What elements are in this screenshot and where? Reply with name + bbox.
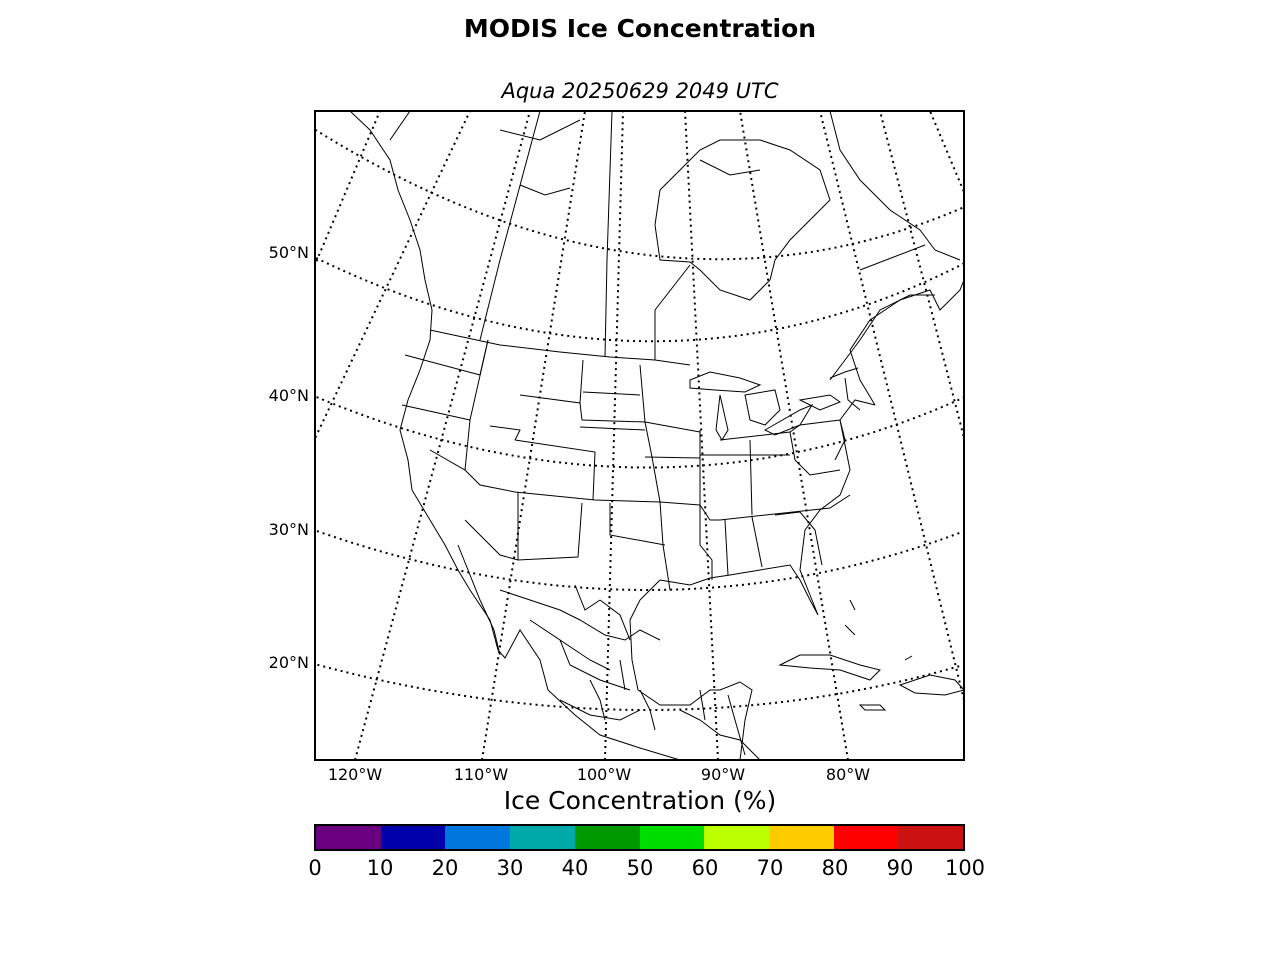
lon-label-90w: 90°W	[701, 765, 745, 784]
lon-label-100w: 100°W	[577, 765, 632, 784]
colorbar-segment	[833, 826, 899, 849]
caribbean-islands	[778, 599, 964, 711]
lat-label-50n: 50°N	[269, 243, 309, 262]
colorbar-tick-label: 30	[496, 856, 524, 880]
coastlines	[349, 111, 964, 760]
colorbar-tick-label: 60	[691, 856, 719, 880]
colorbar-segment	[768, 826, 834, 849]
colorbar-tick-label: 40	[561, 856, 589, 880]
mexico-central-america-borders	[499, 584, 761, 760]
lat-label-30n: 30°N	[269, 520, 309, 539]
lat-label-40n: 40°N	[269, 386, 309, 405]
latitude-gridlines	[315, 128, 964, 711]
map-subtitle: Aqua 20250629 2049 UTC	[501, 79, 779, 103]
map-frame	[314, 110, 965, 761]
colorbar-segment	[639, 826, 705, 849]
map-background	[315, 111, 964, 760]
colorbar-tick-label: 20	[431, 856, 459, 880]
lon-label-120w: 120°W	[328, 765, 383, 784]
colorbar-tick-label: 10	[366, 856, 394, 880]
colorbar-tick-label: 80	[821, 856, 849, 880]
colorbar-segment	[316, 826, 381, 849]
map-title: MODIS Ice Concentration	[463, 14, 817, 43]
colorbar-segment	[445, 826, 511, 849]
lon-label-80w: 80°W	[826, 765, 870, 784]
colorbar-segment	[574, 826, 640, 849]
lon-label-110w: 110°W	[454, 765, 509, 784]
colorbar-tick-label: 90	[886, 856, 914, 880]
colorbar-tick-label: 0	[308, 856, 322, 880]
political-borders	[389, 111, 926, 591]
colorbar-segment	[510, 826, 575, 849]
colorbar-segment	[704, 826, 769, 849]
colorbar-label: Ice Concentration (%)	[503, 786, 777, 815]
colorbar	[314, 824, 965, 851]
colorbar-segment	[898, 826, 964, 849]
colorbar-segment	[380, 826, 446, 849]
colorbar-tick-label: 70	[756, 856, 784, 880]
lat-label-20n: 20°N	[269, 653, 309, 672]
colorbar-tick-label: 100	[944, 856, 986, 880]
colorbar-tick-label: 50	[626, 856, 654, 880]
